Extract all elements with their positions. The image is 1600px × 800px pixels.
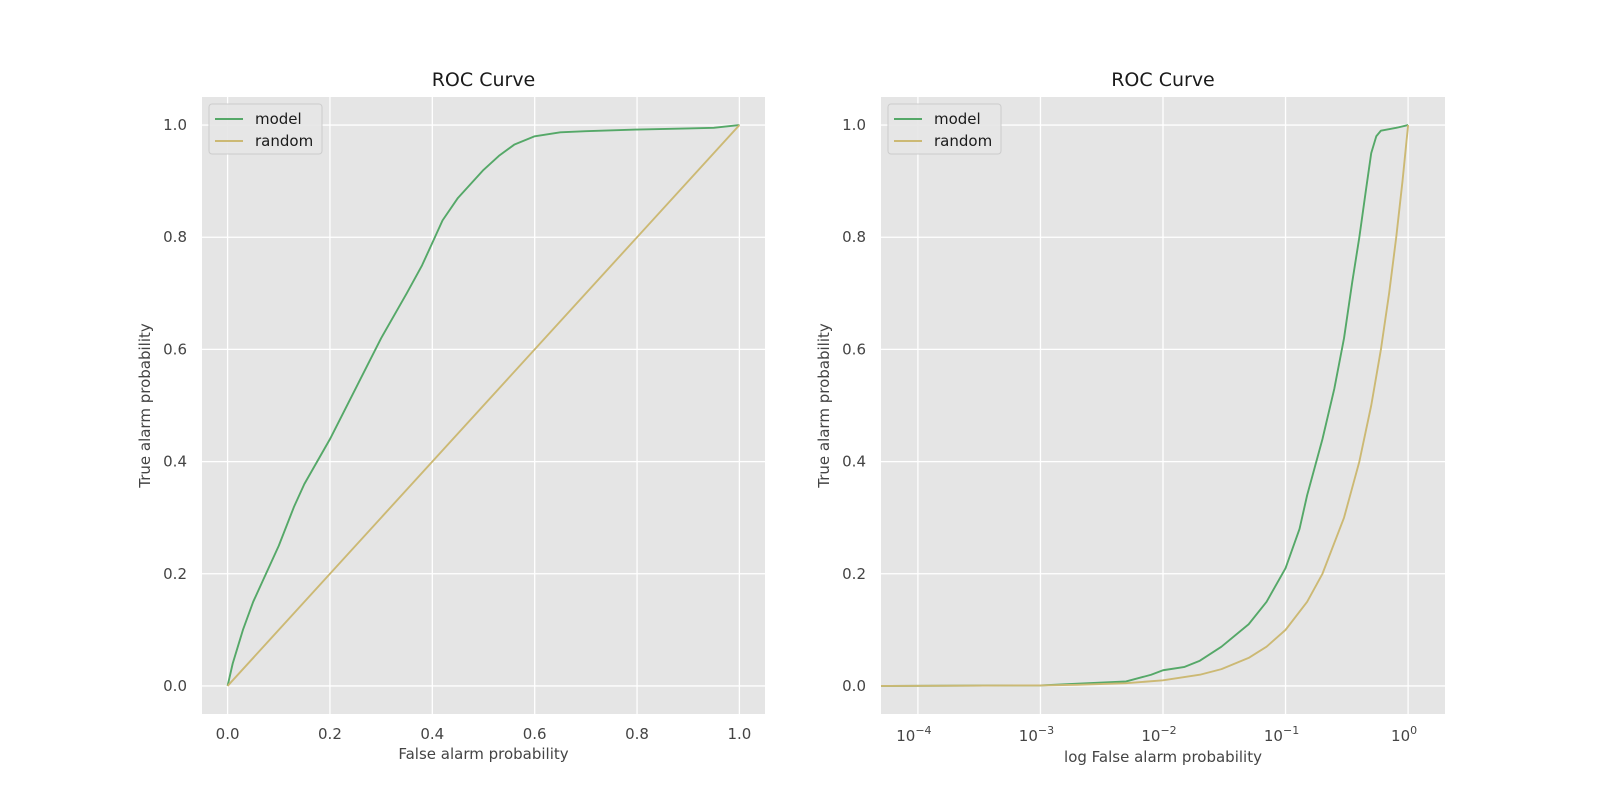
x-tick-label-base: 10	[1391, 727, 1410, 745]
y-tick-label: 0.2	[163, 565, 187, 583]
x-tick-label-base: 10	[896, 727, 915, 745]
y-tick-label: 1.0	[842, 116, 866, 134]
x-tick-label: 0.8	[625, 725, 649, 743]
series-line-model	[880, 124, 1409, 687]
y-tick-label: 0.6	[842, 340, 866, 358]
x-tick-label: 100	[1391, 724, 1417, 745]
x-tick-label-exponent: −2	[1160, 724, 1176, 737]
y-tick-label: 0.4	[163, 453, 187, 471]
x-tick-label-exponent: −1	[1283, 724, 1299, 737]
y-tick-label: 0.4	[842, 453, 866, 471]
x-tick-label-base: 10	[1141, 727, 1160, 745]
chart-title: ROC Curve	[1111, 69, 1215, 91]
x-tick-label: 10−4	[896, 724, 931, 745]
y-tick-label: 1.0	[163, 116, 187, 134]
y-tick-label: 0.0	[842, 677, 866, 695]
x-tick-label: 0.4	[420, 725, 444, 743]
x-tick-label-base: 10	[1019, 727, 1038, 745]
x-tick-label: 1.0	[727, 725, 751, 743]
x-tick-label: 0.6	[523, 725, 547, 743]
series-line-random	[226, 124, 741, 687]
x-tick-label: 0.0	[216, 725, 240, 743]
series-line-random	[880, 124, 1410, 687]
y-tick-label: 0.6	[163, 340, 187, 358]
legend: model random	[208, 103, 323, 155]
legend-label: model	[255, 110, 302, 128]
x-tick-label: 10−2	[1141, 724, 1176, 745]
x-axis-label: log False alarm probability	[1064, 748, 1262, 766]
legend-label: random	[934, 132, 992, 150]
x-axis-label: False alarm probability	[398, 745, 568, 763]
y-axis-label: True alarm probability	[815, 323, 833, 489]
y-tick-label: 0.2	[842, 565, 866, 583]
y-axis-label: True alarm probability	[136, 323, 154, 489]
y-tick-label: 0.8	[842, 228, 866, 246]
legend-label: model	[934, 110, 981, 128]
x-tick-label: 10−3	[1019, 724, 1054, 745]
x-tick-label: 0.2	[318, 725, 342, 743]
x-tick-label: 10−1	[1264, 724, 1299, 745]
chart-panel-1: 0.0 0.2 0.4 0.6 0.8 1.0 0.0 0.2 0.4 0.6 0.8 1.0 ROC …	[136, 69, 765, 763]
x-tick-label-exponent: −4	[915, 724, 931, 737]
x-tick-label-base: 10	[1264, 727, 1283, 745]
y-tick-label: 0.0	[163, 677, 187, 695]
x-tick-label-exponent: 0	[1410, 724, 1417, 737]
y-tick-label: 0.8	[163, 228, 187, 246]
legend: model random	[887, 103, 1002, 155]
series-line-model	[226, 124, 740, 687]
chart-panel-2: 0.00.20.40.60.81.010−4 10−3 10−2 10−1 100ROC…	[815, 69, 1445, 766]
chart-title: ROC Curve	[432, 69, 536, 91]
legend-label: random	[255, 132, 313, 150]
x-tick-label-exponent: −3	[1038, 724, 1054, 737]
